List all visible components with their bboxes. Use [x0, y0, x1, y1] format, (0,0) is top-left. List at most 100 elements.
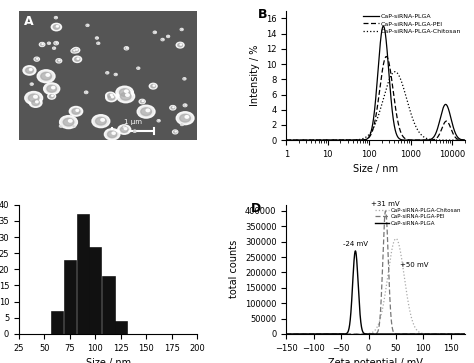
Circle shape: [106, 72, 109, 74]
CaP-siRNA-PLGA-Chitosan: [400, 260, 405, 265]
Circle shape: [96, 117, 106, 125]
CaP-siRNA-PLGA-PEI: [280, 138, 285, 142]
CaP-siRNA-PLGA-Chitosan: [312, 138, 318, 142]
Circle shape: [173, 130, 178, 134]
Circle shape: [154, 32, 156, 33]
CaP-siRNA-PLGA: [391, 332, 396, 336]
Bar: [77, 215, 89, 334]
CaP-siRNA-PLGA: [301, 138, 306, 142]
CaP-siRNA-PLGA-Chitosan: [462, 138, 468, 142]
Circle shape: [48, 42, 50, 44]
Circle shape: [181, 123, 183, 126]
Text: B: B: [258, 8, 267, 21]
Circle shape: [92, 115, 110, 128]
Circle shape: [95, 37, 98, 39]
Circle shape: [41, 72, 52, 80]
CaP-siRNA-PLGA-PEI: [430, 332, 436, 336]
Text: +50 mV: +50 mV: [401, 262, 429, 268]
Circle shape: [110, 94, 112, 95]
Circle shape: [56, 42, 57, 43]
Circle shape: [134, 131, 136, 132]
CaP-siRNA-PLGA: [283, 332, 289, 336]
Circle shape: [34, 57, 39, 61]
Circle shape: [157, 120, 160, 122]
CaP-siRNA-PLGA: [417, 332, 422, 336]
X-axis label: Zeta potential / mV: Zeta potential / mV: [328, 358, 423, 363]
Circle shape: [161, 38, 164, 41]
Circle shape: [46, 74, 50, 76]
Circle shape: [167, 36, 169, 37]
Circle shape: [74, 57, 80, 61]
Bar: [89, 247, 101, 334]
CaP-siRNA-PLGA: [462, 332, 467, 336]
CaP-siRNA-PLGA-PEI: [465, 138, 471, 142]
CaP-siRNA-PLGA: [353, 249, 358, 253]
Circle shape: [181, 124, 183, 125]
Circle shape: [63, 118, 74, 126]
CaP-siRNA-PLGA: [316, 332, 321, 336]
Circle shape: [49, 94, 54, 98]
Circle shape: [119, 89, 130, 96]
Circle shape: [74, 50, 75, 51]
Line: CaP-siRNA-PLGA-PEI: CaP-siRNA-PLGA-PEI: [283, 57, 468, 140]
Circle shape: [115, 74, 117, 75]
Circle shape: [47, 85, 56, 92]
Circle shape: [137, 67, 140, 69]
CaP-siRNA-PLGA: [351, 138, 356, 142]
CaP-siRNA-PLGA-PEI: [462, 332, 467, 336]
Circle shape: [25, 91, 43, 105]
CaP-siRNA-PLGA-Chitosan: [280, 138, 285, 142]
Circle shape: [87, 25, 88, 26]
Legend: CaP-siRNA-PLGA, CaP-siRNA-PLGA-PEI, CaP-siRNA-PLGA-Chitosan: CaP-siRNA-PLGA, CaP-siRNA-PLGA-PEI, CaP-…: [363, 14, 461, 34]
Circle shape: [126, 94, 129, 96]
Line: CaP-siRNA-PLGA-Chitosan: CaP-siRNA-PLGA-Chitosan: [283, 72, 468, 140]
CaP-siRNA-PLGA-PEI: [283, 332, 289, 336]
Circle shape: [40, 43, 44, 46]
Circle shape: [183, 78, 186, 80]
CaP-siRNA-PLGA-Chitosan: [417, 330, 422, 334]
Circle shape: [175, 131, 176, 132]
Line: CaP-siRNA-PLGA-PEI: CaP-siRNA-PLGA-PEI: [286, 211, 465, 334]
Circle shape: [146, 109, 150, 112]
Circle shape: [59, 125, 63, 127]
Text: +31 mV: +31 mV: [371, 201, 400, 207]
CaP-siRNA-PLGA-Chitosan: [442, 138, 448, 142]
Circle shape: [183, 104, 187, 107]
Circle shape: [73, 56, 82, 62]
Circle shape: [69, 119, 72, 122]
Circle shape: [118, 125, 131, 134]
CaP-siRNA-PLGA-PEI: [312, 138, 318, 142]
Line: CaP-siRNA-PLGA: CaP-siRNA-PLGA: [283, 26, 468, 140]
Circle shape: [133, 130, 136, 132]
CaP-siRNA-PLGA-PEI: [462, 138, 468, 142]
Circle shape: [184, 105, 186, 106]
Circle shape: [31, 83, 33, 85]
CaP-siRNA-PLGA-Chitosan: [359, 137, 365, 141]
Circle shape: [72, 109, 80, 114]
Circle shape: [137, 68, 139, 69]
Circle shape: [162, 39, 164, 40]
Circle shape: [111, 96, 114, 98]
Circle shape: [55, 42, 57, 44]
Circle shape: [108, 95, 115, 100]
Circle shape: [153, 31, 156, 33]
CaP-siRNA-PLGA: [352, 254, 357, 258]
Circle shape: [71, 49, 77, 53]
Circle shape: [57, 60, 61, 62]
Circle shape: [120, 93, 131, 100]
Circle shape: [180, 28, 183, 30]
Circle shape: [37, 58, 38, 59]
CaP-siRNA-PLGA-PEI: [352, 332, 357, 336]
Circle shape: [51, 23, 62, 31]
Circle shape: [73, 125, 75, 127]
Circle shape: [106, 94, 117, 102]
Circle shape: [56, 59, 62, 63]
Circle shape: [108, 94, 113, 98]
Circle shape: [107, 72, 108, 73]
Circle shape: [117, 90, 135, 103]
Circle shape: [37, 70, 55, 83]
Circle shape: [183, 78, 185, 79]
Circle shape: [48, 93, 55, 99]
Circle shape: [76, 109, 79, 111]
X-axis label: Size / nm: Size / nm: [85, 358, 131, 363]
